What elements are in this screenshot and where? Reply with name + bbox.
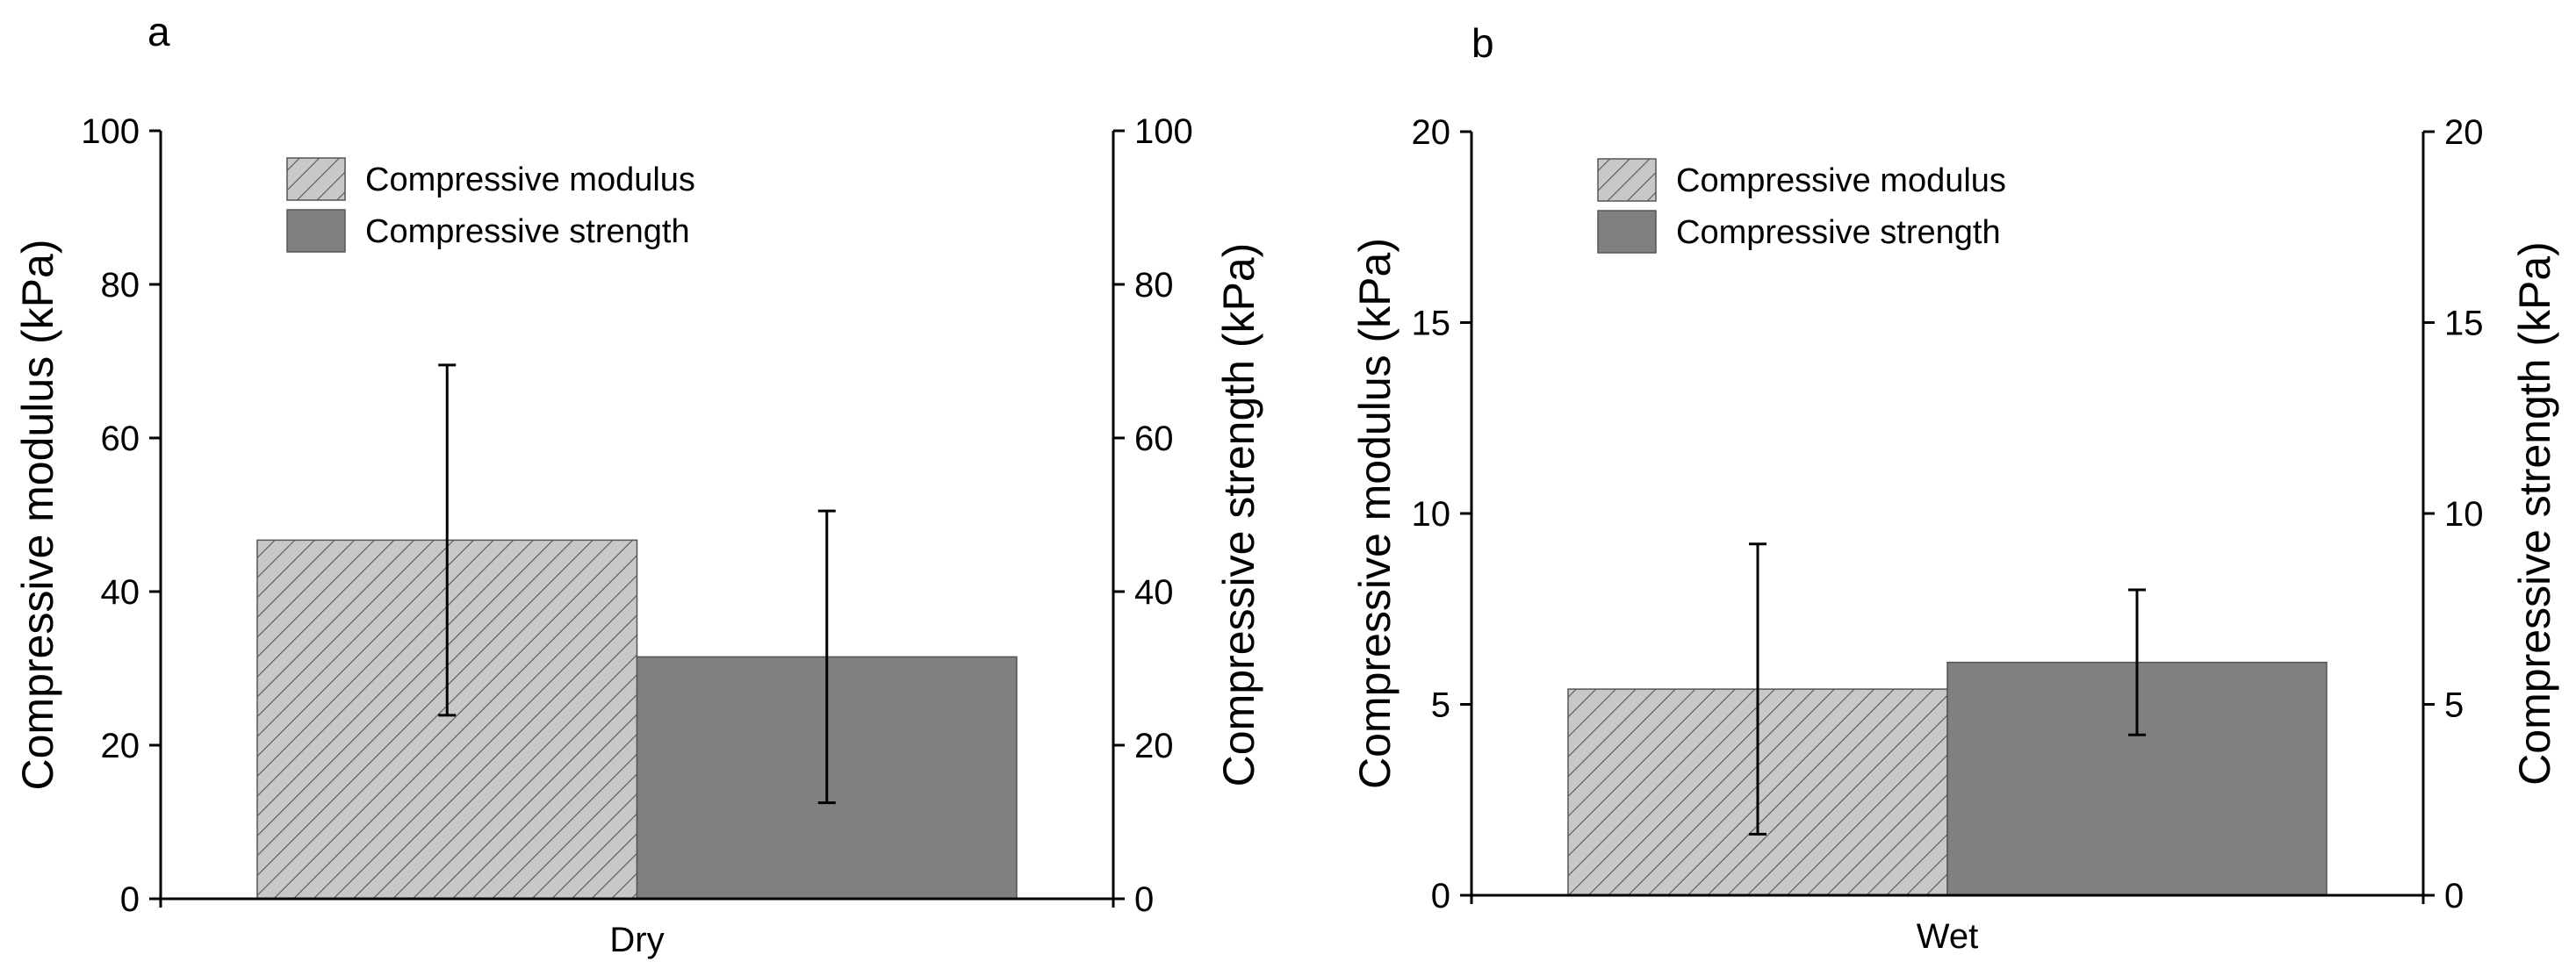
y-left-axis-title: Compressive modulus (kPa): [13, 240, 62, 791]
legend-label: Compressive strength: [365, 213, 690, 250]
error-bar: [2128, 588, 2146, 736]
y-left-tick-label: 0: [120, 880, 140, 919]
y-right-tick-label: 0: [1134, 880, 1154, 919]
y-right-tick-label: 40: [1134, 573, 1174, 612]
legend-swatch: [1597, 158, 1657, 202]
panel-letter: b: [1471, 20, 1494, 66]
axes: [154, 131, 1120, 908]
y-left-tick-label: 10: [1412, 495, 1451, 534]
y-right-tick-label: 20: [1134, 727, 1174, 765]
y-right-tick-label: 20: [2444, 113, 2484, 152]
legend-label: Compressive modulus: [1676, 162, 2006, 199]
error-bar: [1749, 542, 1767, 836]
legend-swatch: [1597, 210, 1657, 254]
y-right-tick-label: 5: [2444, 686, 2464, 725]
y-right-tick-label: 10: [2444, 495, 2484, 534]
legend-label: Compressive modulus: [365, 162, 695, 198]
y-left-tick-label: 60: [101, 420, 140, 458]
y-left-tick-label: 20: [101, 727, 140, 765]
y-right-tick-label: 60: [1134, 420, 1174, 458]
y-left-tick-label: 100: [81, 112, 140, 151]
legend-swatch: [286, 157, 346, 201]
y-right-axis-title: Compressive strength (kPa): [1214, 243, 1263, 787]
panel-letter: a: [148, 9, 170, 54]
legend-swatch: [286, 209, 346, 253]
x-category-label: Wet: [1917, 917, 1978, 956]
error-bar: [438, 363, 457, 717]
y-right-axis-title: Compressive strength (kPa): [2510, 241, 2559, 786]
x-category-label: Dry: [609, 921, 664, 959]
y-left-tick-label: 5: [1431, 686, 1450, 725]
error-bar: [817, 509, 836, 805]
y-right-tick-label: 80: [1134, 266, 1174, 305]
legend-label: Compressive strength: [1676, 214, 2001, 251]
y-left-tick-label: 20: [1412, 113, 1451, 152]
y-right-tick-label: 0: [2444, 877, 2464, 915]
y-right-tick-label: 100: [1134, 112, 1193, 151]
y-left-tick-label: 40: [101, 573, 140, 612]
y-right-tick-label: 15: [2444, 305, 2484, 343]
y-left-tick-label: 80: [101, 266, 140, 305]
y-left-tick-label: 15: [1412, 305, 1451, 343]
y-left-tick-label: 0: [1431, 877, 1450, 915]
y-left-axis-title: Compressive modulus (kPa): [1350, 238, 1400, 789]
